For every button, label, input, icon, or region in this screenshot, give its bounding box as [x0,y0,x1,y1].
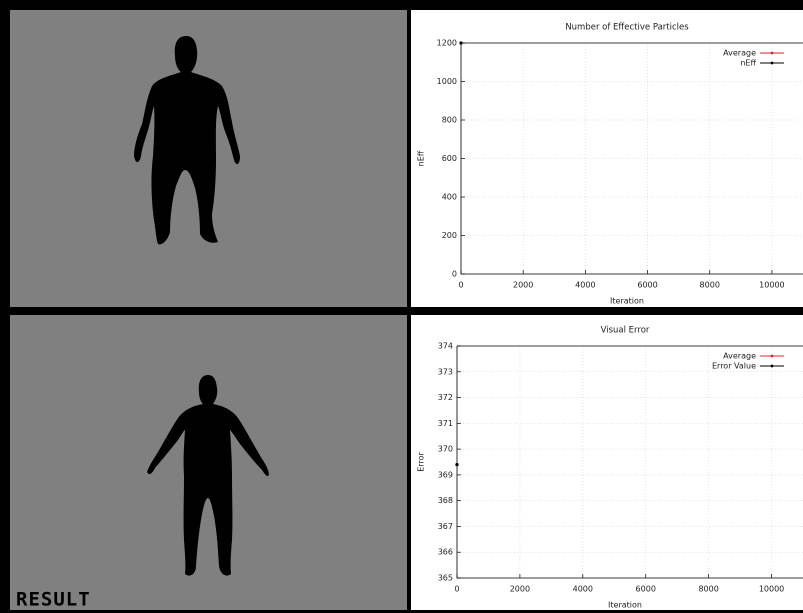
x-axis-label: Iteration [610,297,644,306]
data-point [459,41,462,44]
y-tick-label: 1000 [437,77,457,86]
x-tick-label: 10000 [759,585,784,594]
x-tick-label: 6000 [637,281,657,290]
y-tick-label: 372 [438,393,453,402]
y-tick-label: 800 [442,116,457,125]
overlay-label: RESULT [16,589,91,611]
legend-label: Average [723,49,756,58]
y-tick-label: 400 [442,193,457,202]
screen: RESULT Number of Effective Particles Iter… [0,0,803,613]
x-tick-label: 6000 [636,585,656,594]
legend-label: Average [723,352,756,361]
y-tick-label: 1200 [437,39,457,48]
y-tick-label: 365 [438,574,453,583]
legend-marker [771,365,774,368]
y-tick-label: 371 [438,419,453,428]
x-tick-label: 8000 [700,281,720,290]
legend-marker [771,52,774,55]
x-axis-label: Iteration [608,601,642,610]
x-tick-label: 10000 [759,281,784,290]
x-tick-label: 0 [454,585,459,594]
y-tick-label: 200 [442,231,457,240]
y-tick-label: 370 [438,445,453,454]
x-tick-label: 2000 [513,281,533,290]
y-tick-label: 373 [438,367,453,376]
x-tick-label: 8000 [698,585,718,594]
x-tick-label: 2000 [510,585,530,594]
y-tick-label: 600 [442,154,457,163]
y-tick-label: 367 [438,522,453,531]
x-tick-label: 4000 [575,281,595,290]
data-point [455,463,458,466]
y-tick-label: 0 [452,270,457,279]
page: RESULT Number of Effective Particles Iter… [0,0,803,613]
legend-marker [771,355,774,358]
y-axis-label: nEff [417,150,426,166]
y-axis-label: Error [417,452,426,472]
chart-title: Visual Error [601,326,650,336]
legend-label: Error Value [712,362,756,371]
x-tick-label: 0 [458,281,463,290]
chart-title: Number of Effective Particles [565,23,689,33]
y-tick-label: 374 [438,342,453,351]
legend-label: nEff [740,59,756,68]
y-tick-label: 366 [438,548,453,557]
x-tick-label: 4000 [573,585,593,594]
y-tick-label: 369 [438,470,453,479]
y-tick-label: 368 [438,496,453,505]
legend-marker [771,62,774,65]
